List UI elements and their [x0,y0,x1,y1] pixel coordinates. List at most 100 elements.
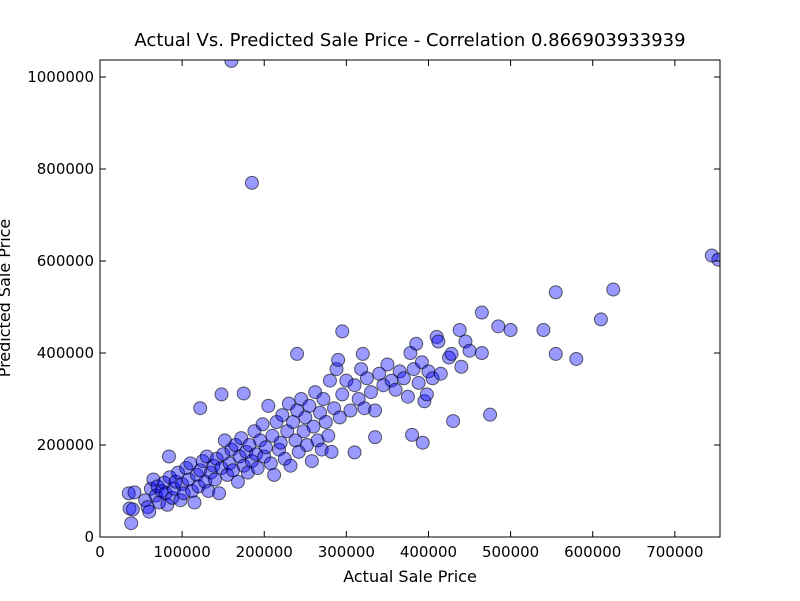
x-tick-label: 100000 [153,543,210,561]
point [606,282,621,297]
point [322,373,337,388]
point [121,486,136,501]
point [491,319,506,334]
y-tick-label: 600000 [37,252,94,270]
point [250,461,265,476]
point [318,415,333,430]
point [261,398,276,413]
y-axis-label: Predicted Sale Price [0,219,14,378]
point [193,463,208,478]
point [405,427,420,442]
point [255,417,270,432]
x-tick-label: 0 [95,543,105,561]
point [275,408,290,423]
point [321,428,336,443]
point [146,472,161,487]
point [415,435,430,450]
y-tick-label: 200000 [37,436,94,454]
point [187,495,202,510]
point [431,334,446,349]
point [201,484,216,499]
x-tick-label: 200000 [236,543,293,561]
x-tick-label: 500000 [482,543,539,561]
point [335,324,350,339]
point [160,497,175,512]
point [224,60,239,68]
point [503,323,518,338]
point [331,352,346,367]
point [396,371,411,386]
point [355,346,370,361]
point [452,323,467,338]
x-axis-label: Actual Sale Price [343,567,477,586]
point [207,472,222,487]
point [127,485,142,500]
point [368,430,383,445]
point [222,456,237,471]
y-tick-label: 400000 [37,344,94,362]
point [290,346,305,361]
point [161,449,176,464]
point [173,493,188,508]
point [462,343,477,358]
point [332,410,347,425]
point [454,359,469,374]
point [267,467,282,482]
point [212,486,227,501]
point [124,516,139,531]
x-tick-label: 700000 [646,543,703,561]
point [176,486,191,501]
point [388,382,403,397]
point [474,346,489,361]
point [363,385,378,400]
point [411,375,426,390]
point [304,454,319,469]
point [359,371,374,386]
point [306,419,321,434]
chart-title: Actual Vs. Predicted Sale Price - Correl… [134,30,685,51]
point [483,407,498,422]
point [302,398,317,413]
point [409,336,424,351]
point [419,387,434,402]
point [368,403,383,418]
point [181,472,196,487]
point [343,403,358,418]
y-tick-label: 1000000 [27,68,94,86]
point [444,346,459,361]
point [433,366,448,381]
point [214,387,229,402]
plot-frame [99,59,721,538]
point [474,305,489,320]
point [236,458,251,473]
point [392,364,407,379]
point [357,401,372,416]
point [335,387,350,402]
x-tick-label: 300000 [318,543,375,561]
point [711,252,720,267]
point [324,444,339,459]
point [380,357,395,372]
y-tick-label: 0 [84,528,94,546]
point [400,389,415,404]
point [230,474,245,489]
point [249,447,264,462]
point [263,456,278,471]
point [283,458,298,473]
point [193,401,208,416]
point [376,378,391,393]
point [125,502,140,517]
point [258,440,273,455]
point [236,386,251,401]
y-tick-label: 800000 [37,160,94,178]
point [593,312,608,327]
point [244,175,259,190]
point [548,346,563,361]
point [548,285,563,300]
point [339,373,354,388]
point [536,323,551,338]
x-tick-label: 400000 [400,543,457,561]
x-tick-label: 600000 [564,543,621,561]
